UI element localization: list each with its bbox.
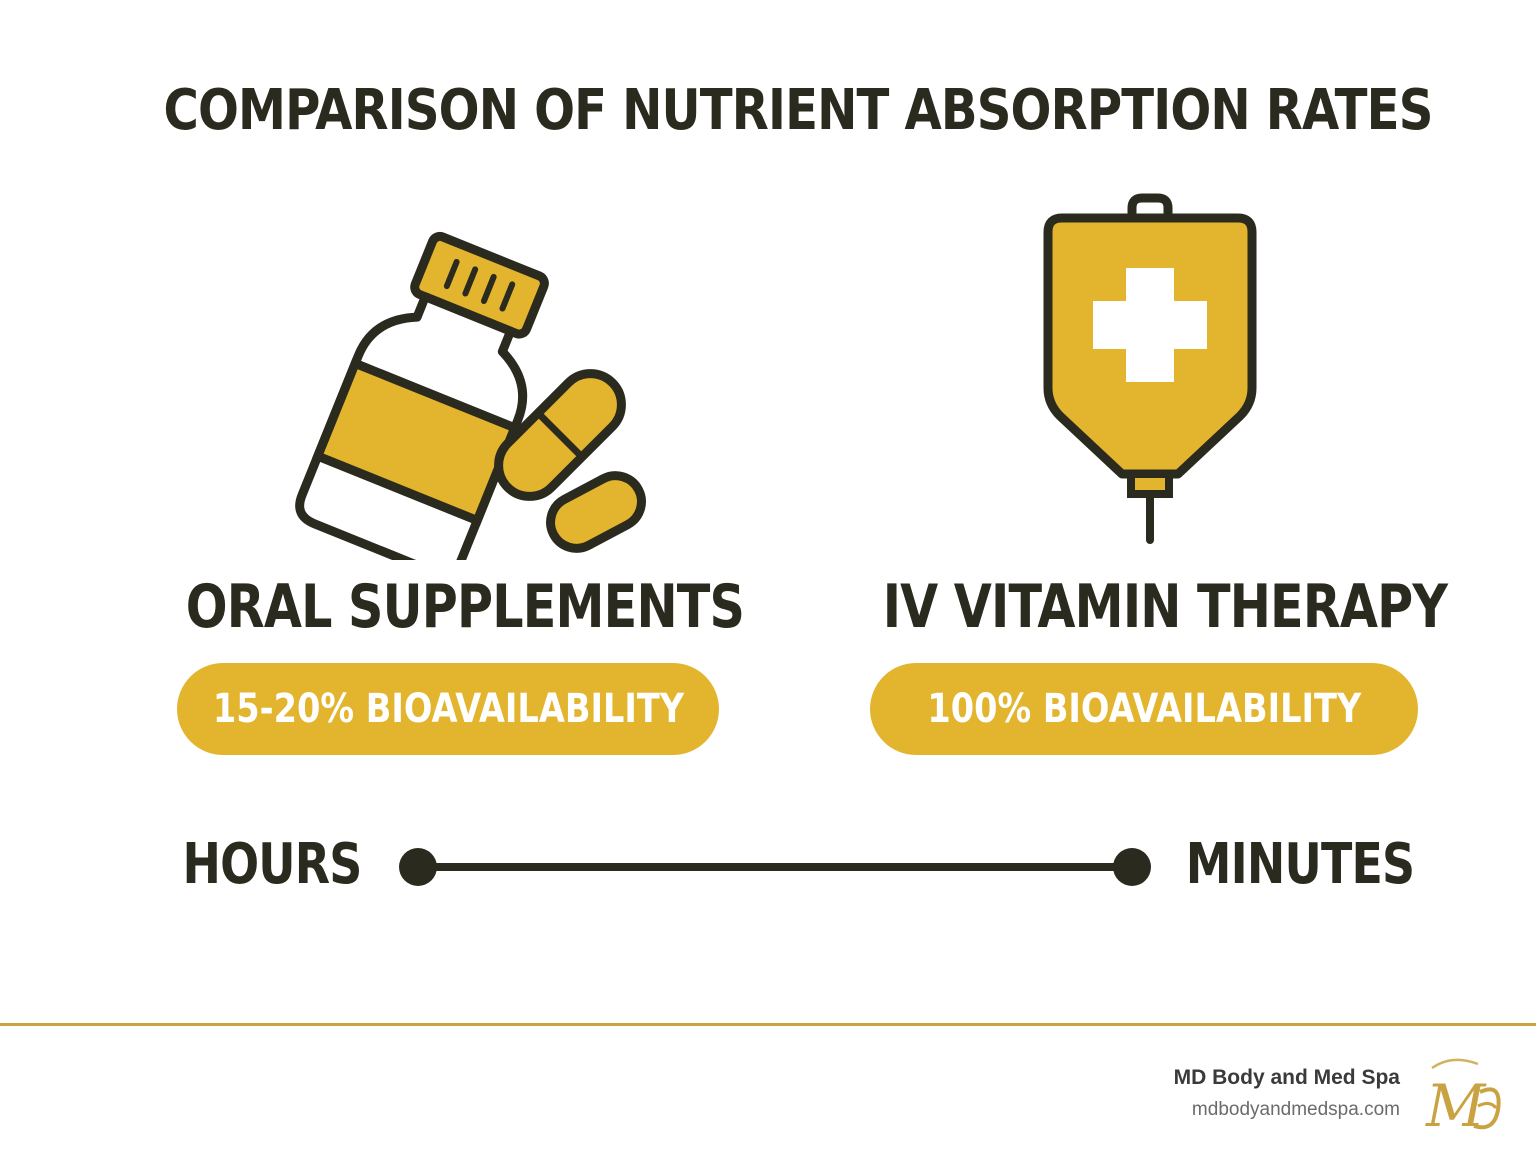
supplement-bottle-pills-icon (295, 231, 646, 560)
iv-bag-medical-cross-icon (1043, 193, 1257, 544)
oral-bioavailability-badge: 15-20% BIOAVAILABILITY (177, 663, 719, 755)
iv-bioavailability-text: 100% BIOAVAILABILITY (927, 686, 1361, 732)
svg-text:M: M (1425, 1072, 1487, 1140)
brand-name: MD Body and Med Spa (1173, 1066, 1400, 1089)
timeline-line (399, 848, 1151, 886)
page-title: COMPARISON OF NUTRIENT ABSORPTION RATES (163, 78, 1433, 143)
iv-vitamin-therapy-label: IV VITAMIN THERAPY (882, 572, 1448, 642)
oral-bioavailability-text: 15-20% BIOAVAILABILITY (212, 686, 684, 732)
oral-supplements-label: ORAL SUPPLEMENTS (185, 572, 745, 642)
iv-bioavailability-badge: 100% BIOAVAILABILITY (870, 663, 1418, 755)
brand-logo-icon: M (1425, 1058, 1501, 1140)
footer-divider (0, 1023, 1536, 1026)
brand-url: mdbodyandmedspa.com (1191, 1099, 1400, 1120)
timeline-minutes-label: MINUTES (1185, 832, 1415, 897)
timeline-hours-label: HOURS (182, 832, 362, 897)
